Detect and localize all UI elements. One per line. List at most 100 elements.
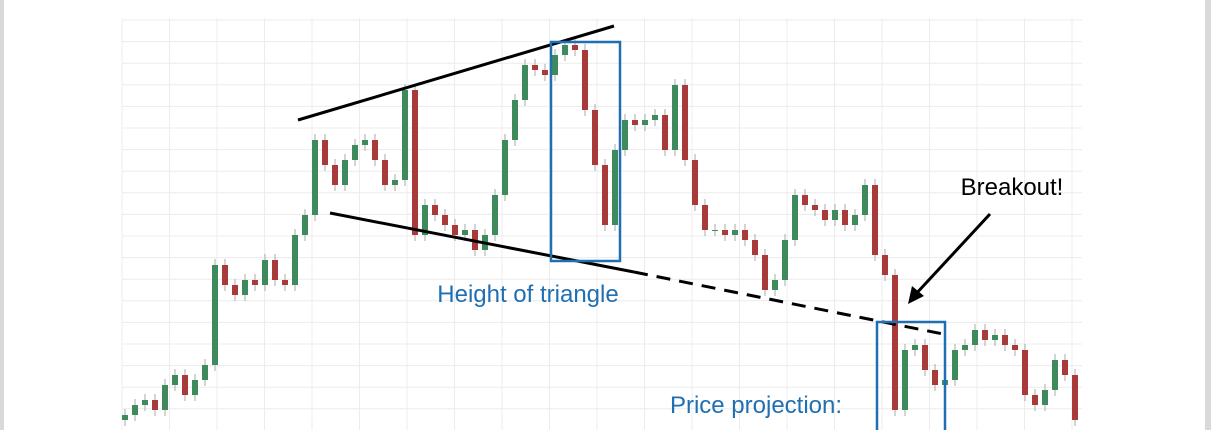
candle-body [702, 205, 708, 230]
candle-body [1042, 390, 1048, 405]
candle-body [872, 185, 878, 255]
candle-body [682, 85, 688, 160]
candle-body [1062, 360, 1068, 375]
breakout-label: Breakout! [961, 174, 1064, 201]
candle-body [272, 260, 278, 280]
candle-body [462, 230, 468, 235]
candle-body [912, 345, 918, 350]
candle-body [792, 195, 798, 240]
candle-body [992, 335, 998, 340]
candle-body [982, 330, 988, 340]
candle-body [772, 280, 778, 290]
candle-body [192, 380, 198, 395]
candle-body [442, 215, 448, 225]
candle-body [732, 230, 738, 235]
candle-body [762, 255, 768, 290]
candle-body [212, 265, 218, 365]
candle-body [432, 205, 438, 215]
candle-body [342, 160, 348, 185]
candle-body [662, 115, 668, 150]
candle-body [532, 65, 538, 70]
candle-body [1022, 350, 1028, 395]
candle-body [1072, 375, 1078, 420]
candle-body [712, 230, 718, 231]
frame-left [0, 0, 4, 430]
candle-body [122, 415, 128, 420]
candle-body [412, 90, 418, 235]
candle-body [1032, 395, 1038, 405]
candle-body [172, 375, 178, 385]
candle-body [962, 345, 968, 350]
candle-body [692, 160, 698, 205]
candle-body [332, 165, 338, 185]
candle-body [632, 120, 638, 125]
candle-body [952, 350, 958, 380]
candle-body [182, 375, 188, 395]
candle-body [152, 400, 158, 410]
candle-body [402, 90, 408, 180]
candle-body [422, 205, 428, 235]
candle-body [502, 140, 508, 195]
height-box [549, 40, 622, 263]
candle-body [812, 205, 818, 210]
candle-body [742, 230, 748, 240]
candle-body [672, 85, 678, 150]
candle-body [262, 260, 268, 285]
candle-body [232, 285, 238, 295]
arrow-shaft [912, 212, 992, 298]
candle-body [572, 45, 578, 50]
candle-body [282, 280, 288, 285]
candle-body [972, 330, 978, 345]
projection-box [875, 320, 947, 430]
candle-body [162, 385, 168, 410]
candle-body [882, 255, 888, 275]
candle-body [922, 345, 928, 370]
candle-body [352, 145, 358, 160]
candle-body [302, 215, 308, 235]
candle-body [322, 140, 328, 165]
candle-body [512, 100, 518, 140]
candle-body [612, 150, 618, 225]
candle-body [752, 240, 758, 255]
candle-body [582, 50, 588, 110]
candle-body [452, 225, 458, 235]
candle-body [1012, 345, 1018, 350]
candle-body [522, 65, 528, 100]
extended-trendline [633, 270, 949, 337]
candle-body [132, 405, 138, 415]
candle-body [722, 230, 728, 235]
candle-body [312, 140, 318, 215]
candle-body [892, 275, 898, 410]
candle-body [142, 400, 148, 405]
candle-body [782, 240, 788, 280]
candle-body [1052, 360, 1058, 390]
projection-label: Price projection: [670, 392, 842, 419]
candle-body [222, 265, 228, 285]
candle-body [372, 140, 378, 160]
candle-body [932, 370, 938, 385]
candle-body [832, 210, 838, 220]
candle-body [382, 160, 388, 185]
frame-right [1205, 0, 1211, 430]
candle-body [492, 195, 498, 235]
height-label: Height of triangle [437, 281, 618, 308]
candle-body [822, 210, 828, 220]
candle-body [652, 115, 658, 120]
candle-body [622, 120, 628, 150]
candle-body [1002, 335, 1008, 345]
lower-trendline [329, 211, 635, 274]
candle-body [642, 120, 648, 125]
candle-body [252, 280, 258, 285]
candle-body [802, 195, 808, 205]
annotations [297, 24, 992, 430]
candle-body [242, 280, 248, 295]
candle-body [202, 365, 208, 380]
candle-body [592, 110, 598, 165]
candle-body [292, 235, 298, 285]
candle-body [902, 350, 908, 410]
candle-body [542, 70, 548, 75]
candle-body [862, 185, 868, 215]
candle-body [392, 180, 398, 185]
arrow-head [908, 286, 924, 304]
